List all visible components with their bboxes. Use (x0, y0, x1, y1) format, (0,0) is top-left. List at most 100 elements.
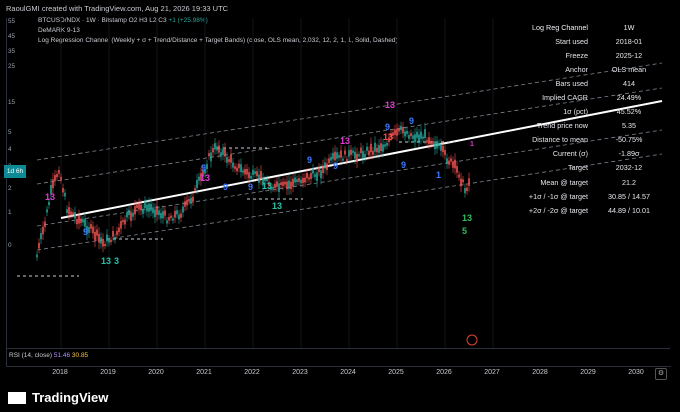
stats-value: 5.35 (622, 121, 636, 131)
demark-label: 9 (385, 122, 390, 132)
candle-body (116, 230, 118, 235)
x-tick-year: 2030 (628, 369, 644, 376)
candle-body (80, 219, 82, 223)
stats-value: 24.49% (616, 93, 642, 103)
price-chart-pane[interactable]: 13 9 13 3 9 13 9 9 13 9 13 9 13 9 9 13 1… (6, 18, 671, 367)
candle-body (338, 155, 340, 158)
candle-body (122, 220, 124, 223)
candle-body (466, 187, 468, 192)
candle-body (320, 170, 322, 179)
candle-body (238, 163, 240, 169)
demark-label: 13 (45, 192, 55, 202)
candle-body (314, 174, 316, 177)
demark-label: 13 (340, 136, 350, 146)
y-tick: 45 (8, 33, 16, 40)
legend-indicator-logreg[interactable]: Log Regression Channel (Weekly + σ + Tre… (38, 37, 398, 44)
candle-body (124, 219, 126, 225)
candle-body (94, 231, 96, 241)
x-tick-year: 2021 (196, 369, 212, 376)
stats-key: Mean @ target (540, 177, 588, 187)
candle-body (418, 134, 420, 142)
stats-row: Implied CAGR 24.49% (500, 90, 660, 104)
candle-body (394, 129, 396, 135)
x-tick-year: 2028 (532, 369, 548, 376)
candle-body (268, 181, 270, 187)
candle-body (222, 148, 224, 155)
candle-body (434, 141, 436, 150)
candle-body (60, 176, 62, 180)
demark-label: 5 (462, 226, 467, 236)
candle-body (114, 237, 116, 241)
candle-body (354, 151, 356, 159)
candle-body (436, 141, 438, 149)
candle-body (276, 181, 278, 187)
stats-value: -50.75% (615, 135, 643, 145)
candle-body (296, 179, 298, 183)
candle-body (252, 169, 254, 175)
candle-body (390, 133, 392, 138)
settings-icon[interactable]: ⚙ (655, 368, 667, 380)
candle-body (182, 206, 184, 213)
candle-body (214, 143, 216, 150)
rsi-pane[interactable]: RSI (14, close) 51.46 30.85 (6, 348, 670, 367)
candle-body (274, 183, 276, 189)
candle-body (388, 137, 390, 143)
candle-body (336, 152, 338, 159)
demark-label: 13 (272, 201, 282, 211)
stats-key: 1σ (pct) (563, 107, 588, 117)
candle-body (210, 152, 212, 162)
candle-body (242, 170, 244, 173)
demark-label: 13 (262, 181, 272, 191)
demark-label: 9 (409, 116, 414, 126)
candle-body (292, 178, 294, 187)
rsi-ma-value: 30.85 (71, 352, 89, 359)
candle-body (206, 164, 208, 170)
candle-body (216, 146, 218, 151)
log-reg-stats-table: Log Reg Channel 1W Start used 2018-01 Fre… (500, 20, 660, 217)
candle-body (312, 168, 314, 174)
candle-body (224, 148, 226, 157)
stats-key: Bars used (555, 78, 588, 88)
candle-body (264, 179, 266, 182)
candle-body (184, 201, 186, 207)
candle-body (250, 175, 252, 179)
candle-body (328, 158, 330, 164)
candle-body (198, 176, 200, 181)
demark-label: 9 (401, 160, 406, 170)
candle-body (448, 160, 450, 165)
stats-value: 414 (623, 78, 635, 88)
candle-body (374, 142, 376, 152)
candle-body (286, 181, 288, 190)
legend-indicator-demark[interactable]: DeMARK 9-13 (38, 27, 80, 34)
x-tick-year: 2022 (244, 369, 260, 376)
candle-body (246, 168, 248, 175)
rsi-label[interactable]: RSI (14, close) (9, 352, 52, 359)
candle-body (40, 233, 42, 240)
candle-body (446, 158, 448, 165)
demark-label: 9 (307, 155, 312, 165)
legend-symbol[interactable]: BTCUSD/NDX · 1W · Bitstamp (38, 17, 127, 24)
candle-body (298, 178, 300, 182)
stats-value: 2018-01 (615, 36, 643, 46)
stats-key: +2σ / -2σ @ target (528, 205, 588, 215)
candle-body (240, 164, 242, 172)
candle-body (144, 201, 146, 209)
candle-body (186, 199, 188, 206)
stats-value: 21.2 (622, 177, 636, 187)
x-axis[interactable]: 2018 2019 2020 2021 2022 2023 2024 2025 … (6, 366, 670, 380)
stats-row: +1σ / -1σ @ target 30.85 / 14.57 (500, 189, 660, 203)
stats-key: Distance to mean (532, 135, 588, 145)
candle-body (258, 174, 260, 183)
stats-value: 44.89 / 10.01 (608, 205, 650, 215)
stats-row: Trend price now 5.35 (500, 119, 660, 133)
candle-body (438, 143, 440, 147)
candle-body (350, 149, 352, 155)
candle-body (162, 211, 164, 219)
tradingview-logo[interactable]: TradingView (8, 390, 108, 405)
candle-body (134, 206, 136, 215)
x-tick-year: 2024 (340, 369, 356, 376)
candle-body (118, 227, 120, 233)
candle-body (392, 132, 394, 136)
stats-table-header: Log Reg Channel 1W (500, 20, 660, 34)
candle-body (428, 137, 430, 145)
